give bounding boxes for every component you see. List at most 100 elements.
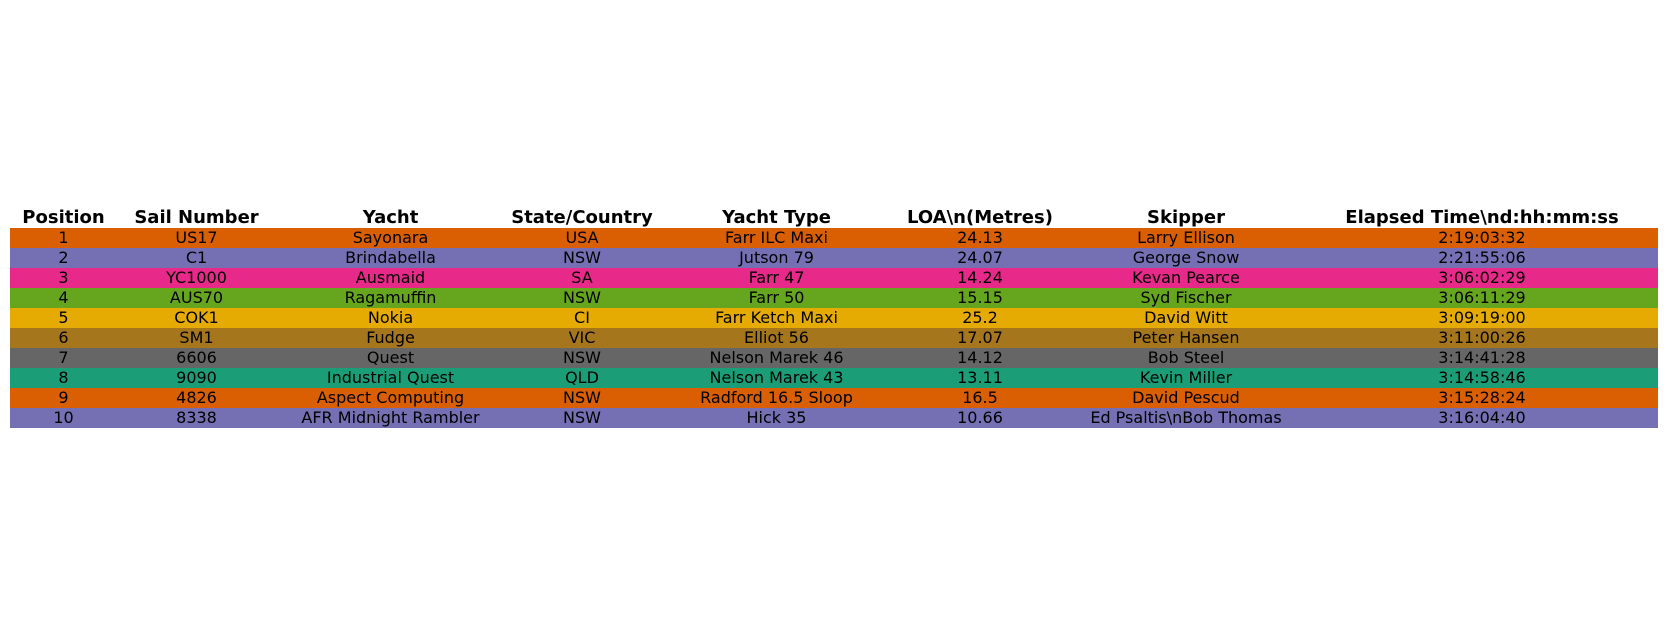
- table-cell: SA: [571, 268, 593, 287]
- table-cell: 24.13: [957, 228, 1003, 247]
- table-cell: Fudge: [366, 328, 415, 347]
- table-cell: COK1: [174, 308, 219, 327]
- table-row: 10 8338 AFR Midnight Rambler NSW Hick 35 10.6…: [10, 408, 1658, 428]
- table-cell: Sayonara: [352, 228, 429, 247]
- table-cell: 3: [58, 268, 69, 287]
- table-cell: 4826: [176, 388, 217, 407]
- table-cell: Jutson 79: [739, 248, 814, 267]
- table-body: 1 US17 Sayonara USA Farr ILC Maxi 24.13 Larry …: [10, 228, 1658, 428]
- table-cell: 2: [58, 248, 69, 267]
- table-cell: QLD: [565, 368, 599, 387]
- table-cell: Nelson Marek 43: [709, 368, 844, 387]
- column-header: State/Country: [505, 206, 659, 228]
- table-cell: David Pescud: [1132, 388, 1240, 407]
- table-cell: US17: [175, 228, 218, 247]
- table-cell: 2:21:55:06: [1438, 248, 1526, 267]
- table-cell: 8: [58, 368, 69, 387]
- table-cell: Bob Steel: [1147, 348, 1225, 367]
- table-cell: 10.66: [957, 408, 1003, 427]
- table-cell: 2:19:03:32: [1438, 228, 1526, 247]
- table-row: 1 US17 Sayonara USA Farr ILC Maxi 24.13 Larry …: [10, 228, 1658, 248]
- table-cell: 5: [58, 308, 69, 327]
- table-cell: 6606: [176, 348, 217, 367]
- table-cell: AUS70: [169, 288, 224, 307]
- results-table: Position Sail Number Yacht State/Country Yac…: [10, 206, 1658, 428]
- table-cell: 17.07: [957, 328, 1003, 347]
- table-cell: SM1: [179, 328, 214, 347]
- table-cell: Farr 47: [748, 268, 805, 287]
- column-header: Sail Number: [117, 206, 276, 228]
- table-row: 6 SM1 Fudge VIC Elliot 56 17.07 Peter Hansen 3:…: [10, 328, 1658, 348]
- table-cell: USA: [565, 228, 599, 247]
- table-cell: Ed Psaltis\nBob Thomas: [1090, 408, 1282, 427]
- table-cell: 8338: [176, 408, 217, 427]
- table-cell: Aspect Computing: [316, 388, 465, 407]
- table-row: 4 AUS70 Ragamuffin NSW Farr 50 15.15 Syd Fisch…: [10, 288, 1658, 308]
- table-cell: Syd Fischer: [1140, 288, 1232, 307]
- table-cell: 3:11:00:26: [1438, 328, 1526, 347]
- table-cell: 3:14:58:46: [1438, 368, 1526, 387]
- table-cell: CI: [574, 308, 590, 327]
- table-header-row: Position Sail Number Yacht State/Country Yac…: [10, 206, 1658, 228]
- table-cell: Hick 35: [746, 408, 807, 427]
- table-cell: 3:06:02:29: [1438, 268, 1526, 287]
- table-cell: 6: [58, 328, 69, 347]
- table-cell: 14.12: [957, 348, 1003, 367]
- table-cell: 13.11: [957, 368, 1003, 387]
- table-cell: 3:14:41:28: [1438, 348, 1526, 367]
- table-cell: Kevan Pearce: [1132, 268, 1240, 287]
- table-cell: 14.24: [957, 268, 1003, 287]
- table-cell: Elliot 56: [744, 328, 809, 347]
- table-cell: Brindabella: [345, 248, 436, 267]
- table-cell: Industrial Quest: [326, 368, 455, 387]
- table-cell: Farr Ketch Maxi: [715, 308, 838, 327]
- table-cell: Nokia: [367, 308, 414, 327]
- table-cell: 10: [53, 408, 74, 427]
- table-cell: 3:09:19:00: [1438, 308, 1526, 327]
- column-header: Position: [10, 206, 117, 228]
- table-cell: Farr 50: [748, 288, 805, 307]
- table-row: 2 C1 Brindabella NSW Jutson 79 24.07 George Sn…: [10, 248, 1658, 268]
- table-cell: Nelson Marek 46: [709, 348, 844, 367]
- table-cell: C1: [185, 248, 208, 267]
- table-cell: Quest: [366, 348, 415, 367]
- table-cell: NSW: [563, 348, 601, 367]
- column-header: Yacht: [276, 206, 505, 228]
- table-row: 7 6606 Quest NSW Nelson Marek 46 14.12 Bob Ste…: [10, 348, 1658, 368]
- table-cell: NSW: [563, 288, 601, 307]
- table-cell: AFR Midnight Rambler: [301, 408, 480, 427]
- column-header: Elapsed Time\nd:hh:mm:ss: [1306, 206, 1658, 228]
- table-cell: David Witt: [1144, 308, 1228, 327]
- table-cell: 9: [58, 388, 69, 407]
- table-cell: NSW: [563, 248, 601, 267]
- table-cell: 3:16:04:40: [1438, 408, 1526, 427]
- table-cell: 15.15: [957, 288, 1003, 307]
- table-cell: 3:15:28:24: [1438, 388, 1526, 407]
- table-cell: Ausmaid: [355, 268, 426, 287]
- table-row: 8 9090 Industrial Quest QLD Nelson Marek 43 1…: [10, 368, 1658, 388]
- table-cell: 16.5: [962, 388, 998, 407]
- table-cell: Kevin Miller: [1139, 368, 1233, 387]
- table-cell: NSW: [563, 388, 601, 407]
- table-cell: YC1000: [166, 268, 227, 287]
- table-row: 9 4826 Aspect Computing NSW Radford 16.5 Slo…: [10, 388, 1658, 408]
- column-header: LOA\n(Metres): [894, 206, 1066, 228]
- column-header: Yacht Type: [659, 206, 894, 228]
- column-header: Skipper: [1066, 206, 1306, 228]
- table-cell: Radford 16.5 Sloop: [700, 388, 853, 407]
- table-cell: 3:06:11:29: [1438, 288, 1526, 307]
- table-cell: 9090: [176, 368, 217, 387]
- table-cell: 24.07: [957, 248, 1003, 267]
- table-cell: NSW: [563, 408, 601, 427]
- table-cell: 7: [58, 348, 69, 367]
- table-cell: Larry Ellison: [1137, 228, 1235, 247]
- table-cell: VIC: [568, 328, 596, 347]
- table-cell: 1: [58, 228, 69, 247]
- table-cell: George Snow: [1132, 248, 1240, 267]
- table-cell: Farr ILC Maxi: [725, 228, 828, 247]
- table-row: 5 COK1 Nokia CI Farr Ketch Maxi 25.2 David Wit…: [10, 308, 1658, 328]
- table-cell: 25.2: [962, 308, 998, 327]
- table-cell: 4: [58, 288, 69, 307]
- table-cell: Ragamuffin: [344, 288, 437, 307]
- table-row: 3 YC1000 Ausmaid SA Farr 47 14.24 Kevan Pearce…: [10, 268, 1658, 288]
